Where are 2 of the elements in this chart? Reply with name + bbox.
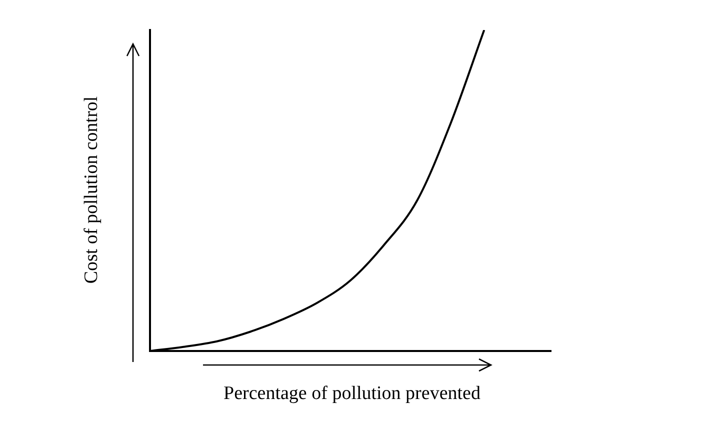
x-axis-title: Percentage of pollution prevented: [222, 383, 482, 405]
y-axis-title: Cost of pollution control: [81, 96, 103, 284]
